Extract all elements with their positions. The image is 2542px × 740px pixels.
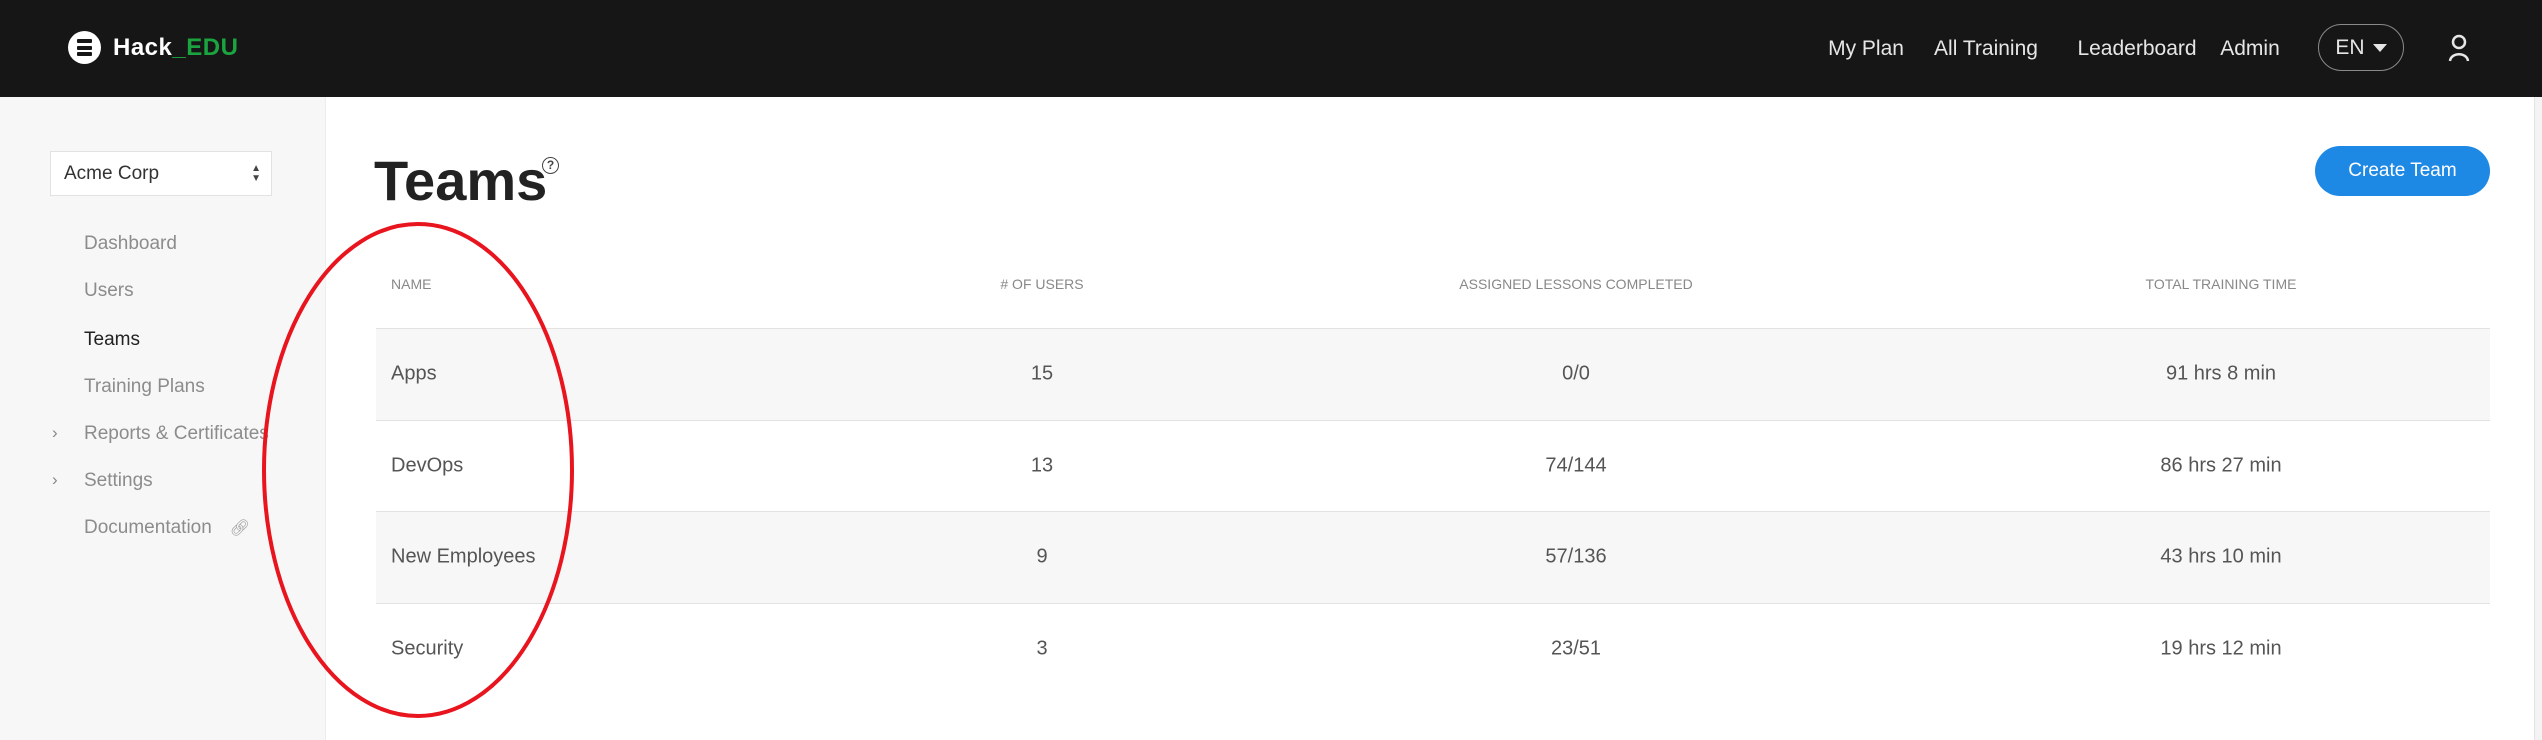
column-header-lessons[interactable]: ASSIGNED LESSONS COMPLETED — [1459, 276, 1693, 292]
team-name[interactable]: New Employees — [391, 545, 536, 568]
logo[interactable]: Hack_EDU — [68, 31, 238, 64]
sort-arrows-icon: ▲ ▼ — [251, 163, 261, 184]
chevron-right-icon: › — [52, 470, 58, 489]
sidebar-item-users[interactable]: Users — [84, 280, 134, 302]
caret-down-icon — [2372, 43, 2387, 52]
user-count: 13 — [1030, 454, 1054, 477]
page-title: Teams — [374, 149, 548, 212]
sidebar-item-label: Reports & Certificates — [84, 423, 269, 444]
table-row[interactable]: New Employees 9 57/136 43 hrs 10 min — [376, 512, 2490, 604]
top-navbar: Hack_EDU My Plan All Training Leaderboar… — [0, 0, 2542, 97]
sidebar: Acme Corp ▲ ▼ Dashboard Users Teams Train… — [0, 97, 326, 740]
create-team-button[interactable]: Create Team — [2315, 146, 2490, 196]
teams-table: NAME # OF USERS ASSIGNED LESSONS COMPLET… — [376, 240, 2490, 695]
training-time: 91 hrs 8 min — [2165, 362, 2277, 385]
lessons-completed: 23/51 — [1550, 637, 1602, 660]
lessons-completed: 0/0 — [1562, 362, 1590, 385]
user-icon[interactable] — [2448, 34, 2470, 62]
nav-my-plan[interactable]: My Plan — [1828, 36, 1904, 60]
sidebar-item-label: Teams — [84, 329, 140, 350]
sidebar-item-settings[interactable]: › Settings — [52, 470, 153, 492]
language-label: EN — [2335, 35, 2365, 59]
table-row[interactable]: Security 3 23/51 19 hrs 12 min — [376, 604, 2490, 696]
chevron-right-icon: › — [52, 423, 58, 442]
team-name[interactable]: Security — [391, 637, 464, 660]
sidebar-item-label: Dashboard — [84, 233, 177, 254]
user-count: 15 — [1030, 362, 1054, 385]
language-dropdown[interactable]: EN — [2318, 24, 2404, 71]
sidebar-item-label: Settings — [84, 470, 153, 491]
logo-icon — [68, 31, 101, 64]
sidebar-item-reports[interactable]: › Reports & Certificates — [52, 423, 269, 445]
sidebar-item-documentation[interactable]: Documentation 🔗︎ — [84, 517, 250, 539]
user-count: 9 — [1036, 545, 1048, 568]
training-time: 19 hrs 12 min — [2160, 637, 2282, 660]
sidebar-item-training-plans[interactable]: Training Plans — [84, 376, 205, 398]
lessons-completed: 57/136 — [1545, 545, 1607, 568]
table-row[interactable]: Apps 15 0/0 91 hrs 8 min — [376, 329, 2490, 421]
external-link-icon: 🔗︎ — [229, 520, 251, 537]
user-count: 3 — [1036, 637, 1048, 660]
column-header-time[interactable]: TOTAL TRAINING TIME — [2145, 276, 2297, 292]
nav-admin[interactable]: Admin — [2220, 36, 2280, 60]
logo-accent: _EDU — [172, 33, 239, 61]
org-select[interactable]: Acme Corp ▲ ▼ — [50, 151, 272, 196]
column-header-name[interactable]: NAME — [391, 276, 432, 292]
team-name[interactable]: DevOps — [391, 454, 464, 477]
scrollbar[interactable] — [2534, 97, 2542, 740]
sidebar-item-dashboard[interactable]: Dashboard — [84, 233, 177, 255]
table-header: NAME # OF USERS ASSIGNED LESSONS COMPLET… — [376, 240, 2490, 329]
nav-all-training[interactable]: All Training — [1934, 36, 2038, 60]
sidebar-item-label: Users — [84, 280, 134, 301]
team-name[interactable]: Apps — [391, 362, 437, 385]
sidebar-item-teams[interactable]: Teams — [84, 329, 140, 351]
training-time: 86 hrs 27 min — [2160, 454, 2282, 477]
sidebar-item-label: Documentation — [84, 517, 212, 538]
help-icon[interactable]: ? — [542, 157, 559, 174]
sidebar-item-label: Training Plans — [84, 376, 205, 397]
training-time: 43 hrs 10 min — [2160, 545, 2282, 568]
logo-text: Hack — [113, 33, 173, 61]
org-select-value: Acme Corp — [64, 162, 160, 184]
lessons-completed: 74/144 — [1545, 454, 1607, 477]
column-header-users[interactable]: # OF USERS — [1000, 276, 1084, 292]
nav-leaderboard[interactable]: Leaderboard — [2077, 36, 2197, 60]
table-row[interactable]: DevOps 13 74/144 86 hrs 27 min — [376, 421, 2490, 512]
